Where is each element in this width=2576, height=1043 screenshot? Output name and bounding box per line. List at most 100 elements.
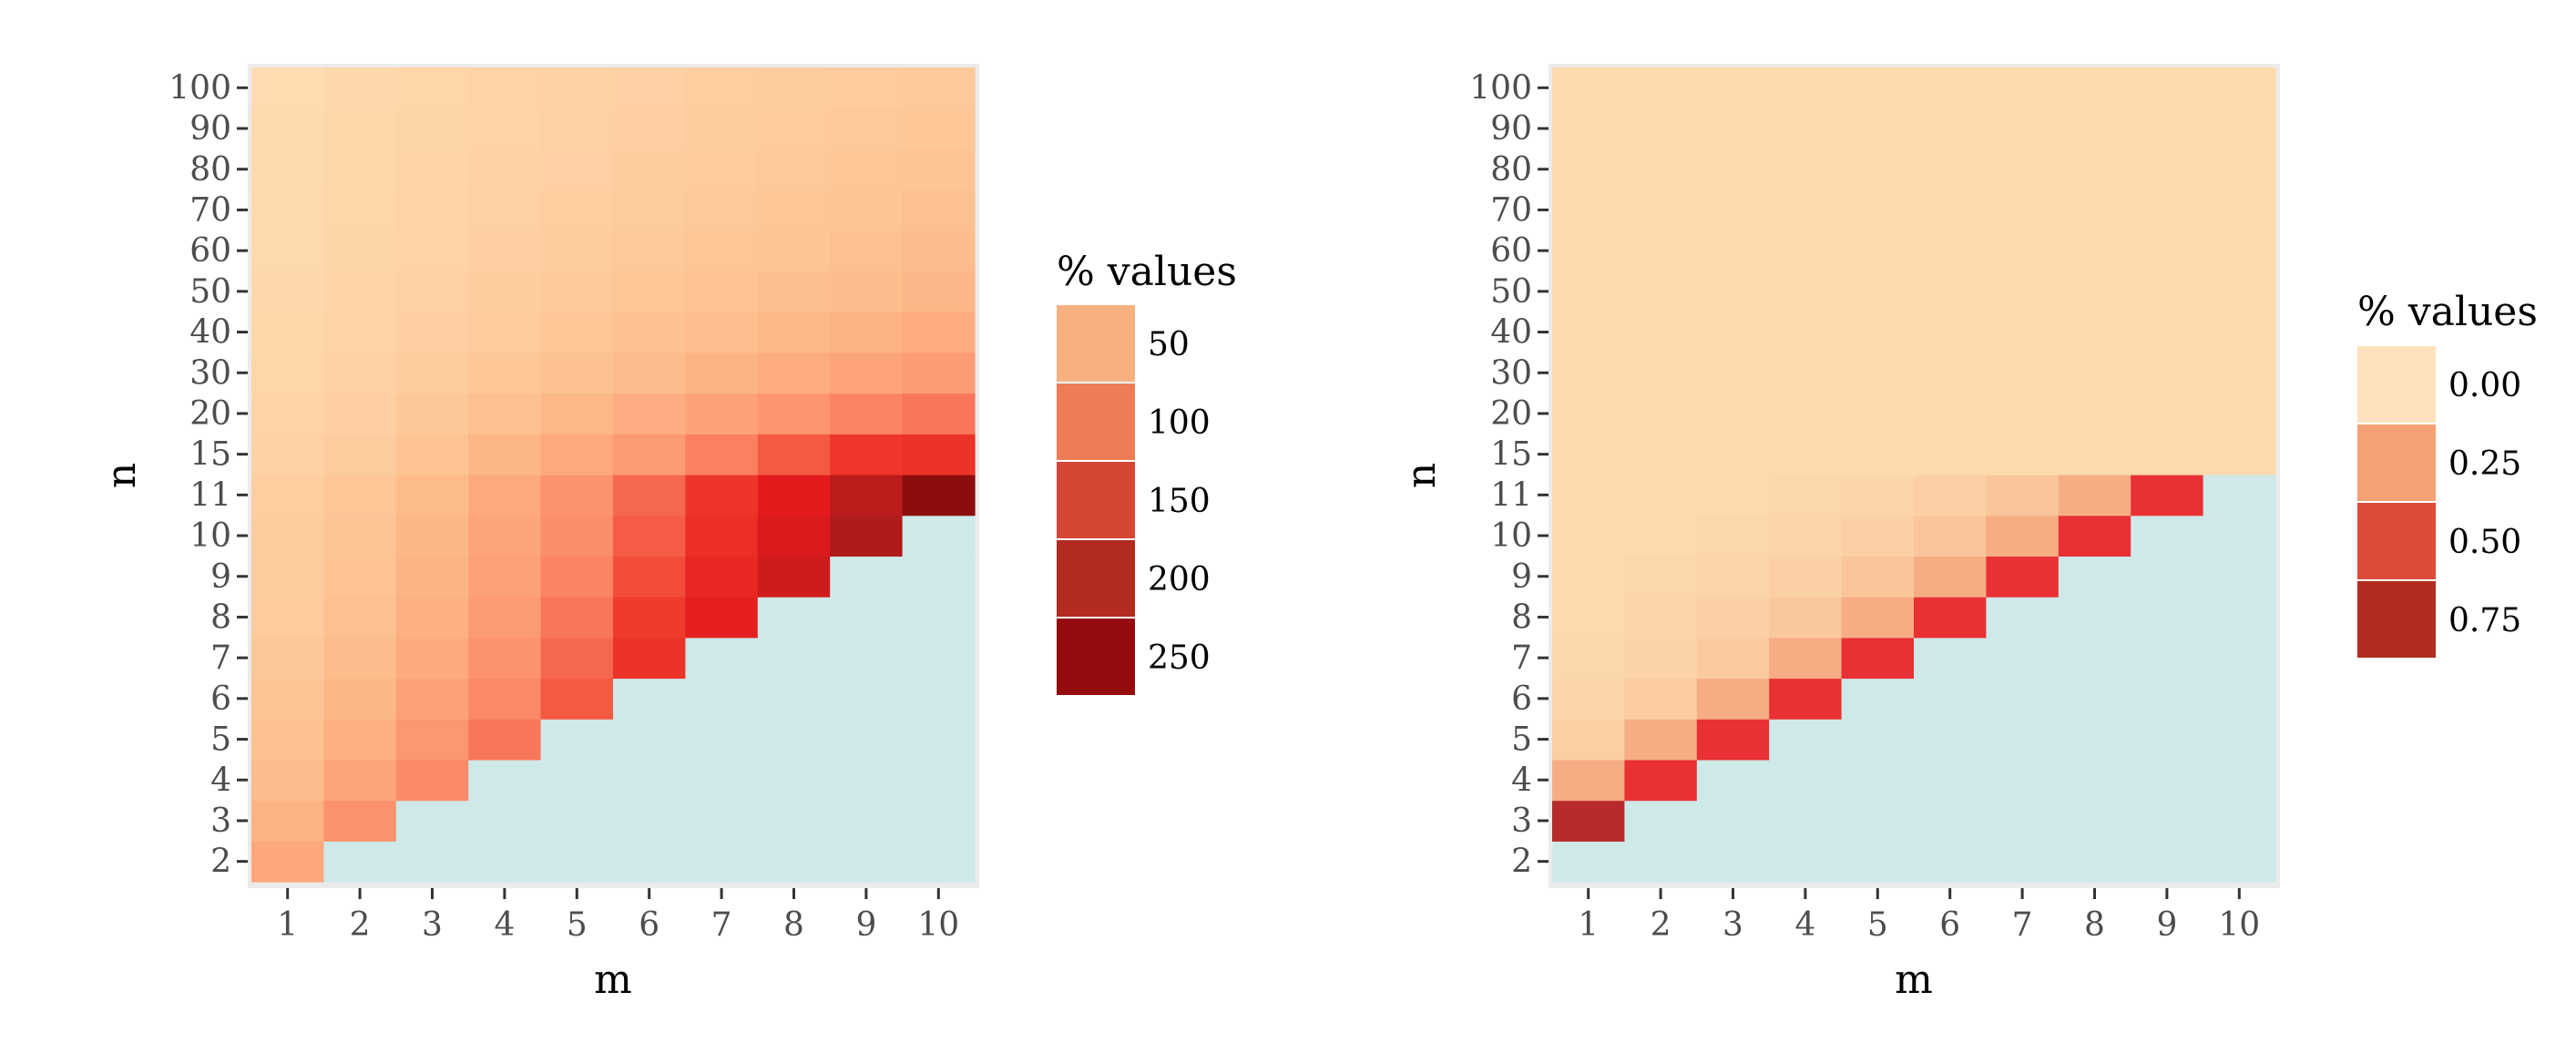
heatmap-cell-empty [2131, 719, 2204, 761]
heatmap-cell [2058, 434, 2131, 475]
heatmap-cell [1624, 597, 1698, 639]
heatmap-cell-empty [2131, 759, 2204, 802]
heatmap-cells [1552, 67, 2276, 883]
heatmap-cell [2058, 475, 2131, 516]
heatmap-cell-empty [613, 719, 686, 761]
heatmap-cell-empty [2203, 841, 2276, 883]
x-tick-label: 6 [639, 906, 659, 944]
heatmap-cell [1914, 271, 1987, 312]
legend-title: % values [2357, 289, 2538, 335]
heatmap-cell [757, 556, 831, 598]
heatmap-cell [1914, 230, 1987, 272]
heatmap-cell-empty [2203, 597, 2276, 639]
heatmap-cell [1769, 556, 1843, 598]
heatmap-cell-empty [2203, 515, 2276, 557]
heatmap-cell [902, 271, 976, 312]
heatmap-cell-empty [830, 800, 904, 842]
heatmap-cell [468, 637, 542, 680]
heatmap-cell-empty [685, 719, 759, 761]
heatmap-cell-empty [613, 759, 686, 802]
heatmap-cell [2058, 148, 2131, 190]
heatmap-cell-empty [2131, 678, 2204, 720]
heatmap-cell [830, 230, 904, 272]
heatmap-cell [395, 148, 469, 190]
x-tick-label: 7 [711, 906, 732, 944]
heatmap-cell [685, 475, 759, 516]
heatmap-cell [1696, 230, 1770, 272]
heatmap-cell [540, 67, 614, 109]
y-tick-label: 7 [1511, 639, 1532, 677]
heatmap-cell [1696, 148, 1770, 190]
heatmap-cell [1914, 515, 1987, 557]
heatmap-cell-empty [2058, 841, 2131, 883]
heatmap-cell [613, 230, 686, 272]
heatmap-cell [395, 352, 469, 394]
legend-key [2357, 346, 2436, 423]
heatmap-cell [251, 759, 324, 802]
x-tick-label: 2 [1651, 906, 1671, 944]
heatmap-cell [685, 107, 759, 149]
heatmap-cell [1696, 189, 1770, 231]
heatmap-cell [1769, 678, 1843, 720]
heatmap-cell [1696, 107, 1770, 149]
heatmap-cell [613, 556, 686, 598]
heatmap-cell [1841, 189, 1915, 231]
heatmap-cell [1552, 597, 1625, 639]
heatmap-cell [323, 637, 397, 680]
heatmap-cell [613, 271, 686, 312]
heatmap-cell [1696, 312, 1770, 353]
y-tick-label: 15 [189, 436, 231, 474]
heatmap-cell [1696, 637, 1770, 680]
heatmap-cell-empty [1624, 841, 1698, 883]
heatmap-cell [323, 148, 397, 190]
heatmap-cell [323, 352, 397, 394]
heatmap-cell [2058, 515, 2131, 557]
heatmap-cell-empty [540, 719, 614, 761]
heatmap-cell [468, 230, 542, 272]
heatmap-cell-empty [902, 597, 976, 639]
heatmap-cell [1624, 434, 1698, 475]
heatmap-cell [902, 148, 976, 190]
heatmap-cell [902, 189, 976, 231]
heatmap-cell [1841, 67, 1915, 109]
heatmap-cell [1624, 515, 1698, 557]
heatmap-cell [395, 556, 469, 598]
heatmap-cell [1769, 107, 1843, 149]
legend-label: 50 [1148, 326, 1190, 363]
heatmap-cell [1696, 67, 1770, 109]
heatmap-cell-empty [685, 800, 759, 842]
legend-title: % values [1057, 249, 1237, 295]
heatmap-cell [251, 841, 324, 883]
heatmap-cell [1769, 434, 1843, 475]
heatmap-cell [1769, 515, 1843, 557]
heatmap-cell [323, 230, 397, 272]
heatmap-cell [1986, 107, 2060, 149]
heatmap-cell [395, 393, 469, 435]
heatmap-cell [468, 393, 542, 435]
y-tick-label: 70 [189, 191, 231, 229]
heatmap-cell [540, 637, 614, 680]
heatmap-cell [1841, 597, 1915, 639]
y-tick-label: 90 [1490, 110, 1532, 148]
heatmap-cell [902, 107, 976, 149]
heatmap-cell [2131, 352, 2204, 394]
heatmap-cell [685, 556, 759, 598]
heatmap-cell-empty [757, 800, 831, 842]
heatmap-cell [251, 434, 324, 475]
heatmap-cell [1841, 637, 1915, 680]
heatmap-cell-empty [395, 800, 469, 842]
heatmap-cell [1986, 393, 2060, 435]
heatmap-cell-empty [1914, 678, 1987, 720]
heatmap-cell [1841, 271, 1915, 312]
heatmap-cell [613, 597, 686, 639]
heatmap-cell [1624, 393, 1698, 435]
heatmap-cell [1769, 637, 1843, 680]
heatmap-cell [323, 515, 397, 557]
heatmap-cell [1696, 475, 1770, 516]
heatmap-cell [540, 312, 614, 353]
heatmap-cell [830, 189, 904, 231]
heatmap-cell [323, 107, 397, 149]
heatmap-cell [468, 556, 542, 598]
heatmap-cell [1914, 597, 1987, 639]
heatmap-cell [1986, 189, 2060, 231]
